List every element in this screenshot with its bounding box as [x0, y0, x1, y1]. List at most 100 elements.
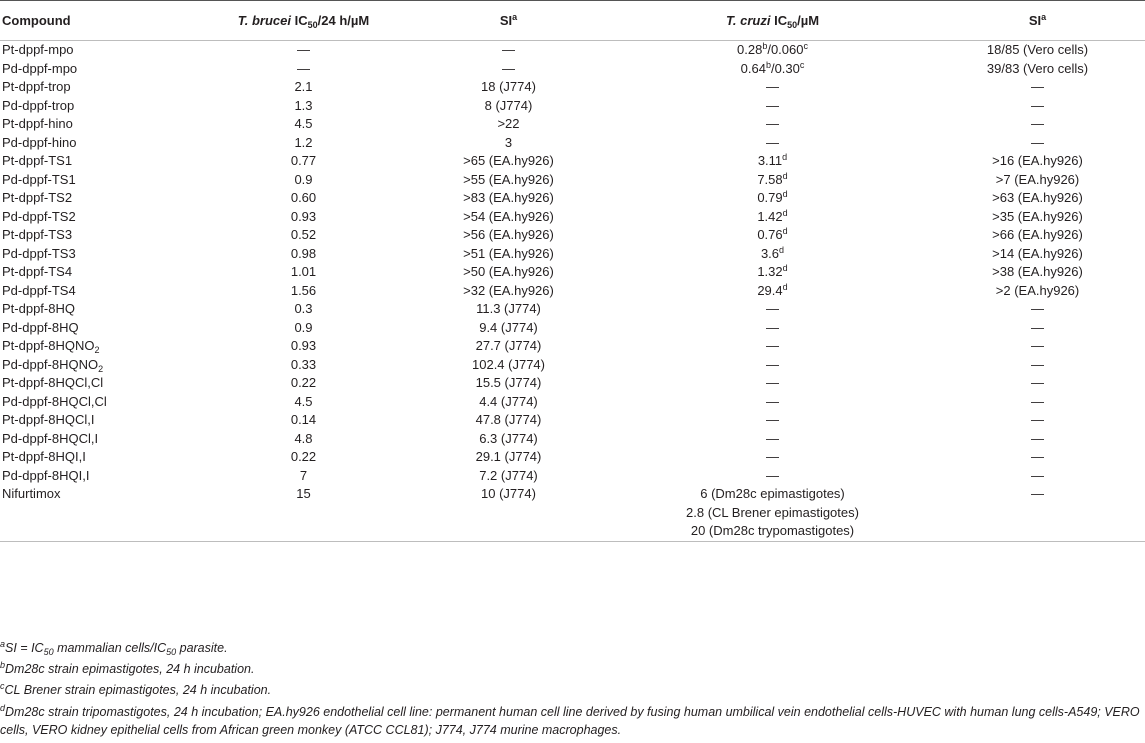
table-row: Pd-dppf-hino 1.2 3 — — — [0, 134, 1145, 153]
cell-compound: Pt-dppf-hino — [2, 116, 73, 131]
cell-si-tcruzi: — — [1031, 467, 1044, 483]
table-row: Pd-dppf-mpo — — 0.64b/0.30c 39/83 (Vero cell… — [0, 60, 1145, 79]
cell-si: >50 (EA.hy926) — [463, 264, 554, 279]
cell-compound: Pd-dppf-TS3 — [2, 245, 76, 261]
cell-tcruzi-ic50: — — [766, 356, 779, 372]
cell-si-tcruzi: — — [1031, 486, 1044, 501]
cell-si: 8 (J774) — [484, 97, 533, 113]
cell-tbrucei-ic50: 0.98 — [290, 245, 317, 261]
cell-si-tcruzi: — — [1031, 449, 1044, 464]
cell-tbrucei-ic50: 0.93 — [290, 208, 317, 224]
table-row: Pt-dppf-hino 4.5 >22 — — — [0, 115, 1145, 134]
table-row: Pt-dppf-TS3 0.52 >56 (EA.hy926) 0.76d >66 (E… — [0, 226, 1145, 245]
cell-tbrucei-ic50: 0.9 — [294, 171, 313, 187]
cell-si: 3 — [504, 134, 513, 150]
table-row: Pt-dppf-trop 2.1 18 (J774) — — — [0, 78, 1145, 97]
cell-compound: Pt-dppf-8HQCl,Cl — [2, 375, 104, 390]
cell-si-tcruzi: >2 (EA.hy926) — [995, 282, 1080, 298]
cell-tbrucei-ic50: 1.2 — [294, 134, 313, 150]
cell-si: — — [502, 42, 515, 57]
cell-compound: Pt-dppf-TS3 — [2, 227, 73, 242]
table-row: Pt-dppf-TS2 0.60 >83 (EA.hy926) 0.79d >63 (E… — [0, 189, 1145, 208]
cell-tbrucei-ic50: 4.5 — [294, 116, 313, 131]
cell-compound: Pd-dppf-8HQ — [2, 319, 79, 335]
cell-tbrucei-ic50: 1.01 — [290, 264, 317, 279]
cell-tbrucei-ic50: — — [297, 42, 310, 57]
cell-si-tcruzi: — — [1031, 393, 1044, 409]
cell-compound: Pt-dppf-8HQNO2 — [2, 338, 100, 355]
table-header-row: Compound T. brucei IC50/24 h/µM SIa T. c… — [0, 0, 1145, 41]
cell-tbrucei-ic50: 0.3 — [294, 301, 313, 316]
table-row: Pt-dppf-TS1 0.77 >65 (EA.hy926) 3.11d >16 (E… — [0, 152, 1145, 171]
table-row: Pd-dppf-TS3 0.98 >51 (EA.hy926) 3.6d >14 (EA… — [0, 245, 1145, 264]
cell-si: >22 — [497, 116, 520, 131]
cell-compound: Pd-dppf-TS1 — [2, 171, 76, 187]
cell-compound: Pd-dppf-mpo — [2, 60, 78, 76]
cell-si-tcruzi: >38 (EA.hy926) — [992, 264, 1083, 279]
cell-tbrucei-ic50: 1.56 — [290, 282, 317, 298]
cell-si: 7.2 (J774) — [479, 467, 538, 483]
cell-tbrucei-ic50: 7 — [299, 467, 308, 483]
cell-tcruzi-ic50: — — [766, 375, 779, 390]
cell-si: 4.4 (J774) — [479, 393, 538, 409]
cell-tbrucei-ic50: 0.77 — [290, 153, 317, 168]
table-row: Pt-dppf-TS4 1.01 >50 (EA.hy926) 1.32d >38 (E… — [0, 263, 1145, 282]
cell-tcruzi-ic50: — — [766, 79, 779, 94]
footnote-b: bDm28c strain epimastigotes, 24 h incuba… — [0, 660, 255, 677]
cell-tcruzi-ic50: — — [766, 430, 779, 446]
cell-si-tcruzi: 39/83 (Vero cells) — [986, 60, 1089, 76]
table-row: Pt-dppf-8HQCl,I 0.14 47.8 (J774) — — — [0, 411, 1145, 430]
cell-si: 15.5 (J774) — [475, 375, 542, 390]
cell-compound: Pt-dppf-TS4 — [2, 264, 73, 279]
table-row: Pd-dppf-8HQ 0.9 9.4 (J774) — — — [0, 319, 1145, 338]
cell-si-tcruzi: — — [1031, 319, 1044, 335]
cell-compound: Pt-dppf-TS1 — [2, 153, 73, 168]
cell-tcruzi-ic50: 20 (Dm28c trypomastigotes) — [615, 522, 930, 542]
table-row: 2.8 (CL Brener epimastigotes) — [0, 504, 1145, 523]
table-row: Pt-dppf-8HQI,I 0.22 29.1 (J774) — — — [0, 448, 1145, 467]
header-compound: Compound — [0, 0, 205, 41]
header-si: SIa — [402, 0, 615, 41]
cell-tcruzi-ic50: — — [766, 134, 779, 150]
cell-si-tcruzi: >14 (EA.hy926) — [992, 245, 1083, 261]
cell-tbrucei-ic50: 0.22 — [290, 449, 317, 464]
table-row: Pt-dppf-8HQ 0.3 11.3 (J774) — — — [0, 300, 1145, 319]
cell-tcruzi-ic50: 6 (Dm28c epimastigotes) — [700, 486, 845, 501]
cell-si-tcruzi: — — [1031, 338, 1044, 353]
table-row: Pt-dppf-8HQNO2 0.93 27.7 (J774) — — — [0, 337, 1145, 356]
table-footnotes: aSI = IC50 mammalian cells/IC50 parasite… — [0, 640, 1145, 743]
cell-si: >56 (EA.hy926) — [463, 227, 554, 242]
cell-compound — [0, 522, 205, 542]
cell-compound: Pd-dppf-8HQNO2 — [2, 356, 104, 374]
cell-tcruzi-ic50: 0.64b/0.30c — [740, 59, 805, 76]
cell-si: — — [502, 60, 515, 76]
cell-si-tcruzi: >63 (EA.hy926) — [992, 190, 1083, 205]
cell-si: 27.7 (J774) — [475, 338, 542, 353]
cell-si: 102.4 (J774) — [472, 356, 545, 372]
cell-compound: Pt-dppf-8HQCl,I — [2, 412, 95, 427]
cell-si: >65 (EA.hy926) — [463, 153, 554, 168]
table-row: Pd-dppf-trop 1.3 8 (J774) — — — [0, 97, 1145, 116]
cell-tcruzi-ic50: — — [766, 97, 779, 113]
table-row: Pd-dppf-8HQI,I 7 7.2 (J774) — — — [0, 467, 1145, 486]
cell-tcruzi-ic50: — — [766, 467, 779, 483]
cell-compound: Pd-dppf-8HQCl,I — [2, 430, 99, 446]
cell-tbrucei-ic50: 4.5 — [294, 393, 313, 409]
cell-si: 29.1 (J774) — [475, 449, 542, 464]
table-row: Pd-dppf-8HQNO2 0.33 102.4 (J774) — — — [0, 356, 1145, 375]
cell-compound: Pd-dppf-TS2 — [2, 208, 76, 224]
cell-si-tcruzi: 18/85 (Vero cells) — [986, 42, 1089, 57]
cell-tbrucei-ic50: 0.14 — [290, 412, 317, 427]
header-tcruzi-ic50: T. cruzi IC50/µM — [615, 0, 930, 41]
cell-tcruzi-ic50: 1.32d — [757, 263, 788, 280]
cell-si: 18 (J774) — [481, 79, 536, 94]
cell-tbrucei-ic50: 2.1 — [294, 79, 313, 94]
cell-tcruzi-ic50: 0.28b/0.060c — [737, 41, 808, 58]
footnote-c: cCL Brener strain epimastigotes, 24 h in… — [0, 681, 272, 698]
cell-si: 11.3 (J774) — [476, 301, 541, 316]
cell-si: >54 (EA.hy926) — [463, 208, 554, 224]
cell-si: 9.4 (J774) — [479, 319, 538, 335]
cell-tbrucei-ic50: 0.52 — [290, 227, 317, 242]
cell-tbrucei-ic50 — [205, 522, 402, 542]
